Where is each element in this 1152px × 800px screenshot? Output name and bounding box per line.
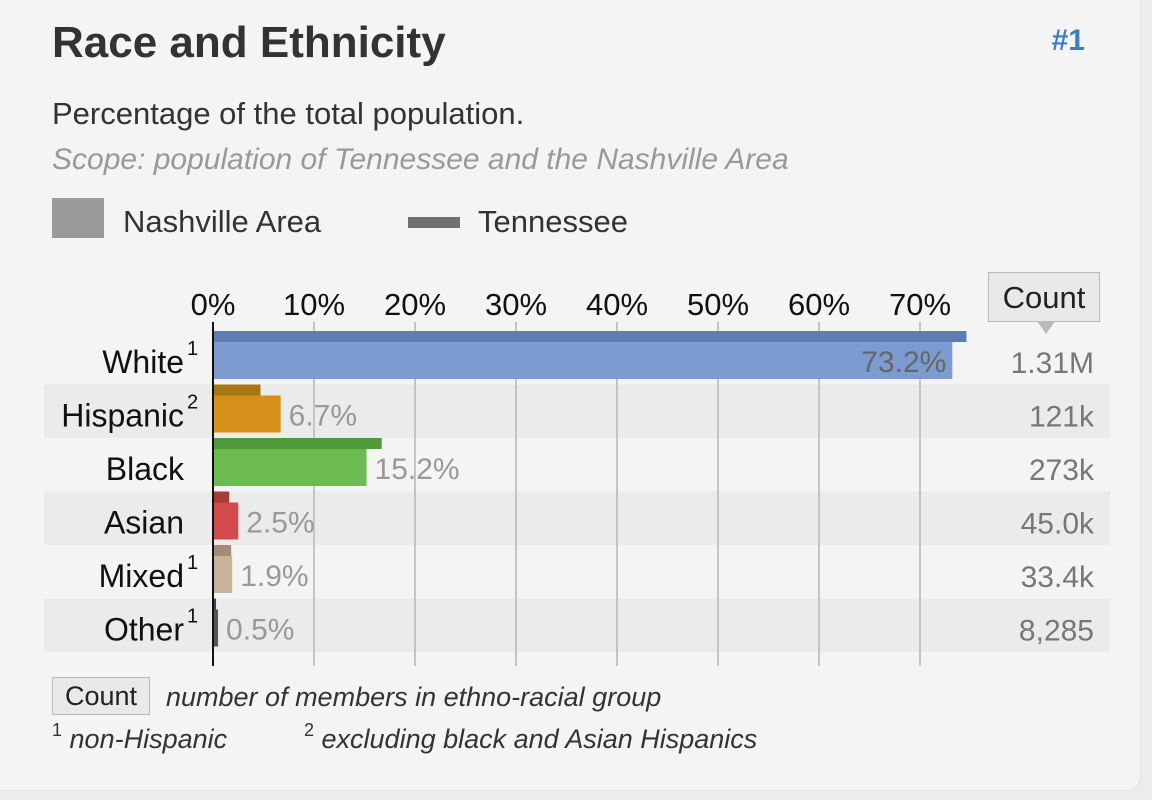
count-value: 8,285 bbox=[1019, 615, 1094, 648]
category-label: Hispanic bbox=[61, 398, 184, 434]
legend-swatch-tennessee bbox=[408, 217, 460, 228]
footnote-2-mark: 2 bbox=[304, 720, 315, 740]
count-value: 33.4k bbox=[1021, 561, 1095, 594]
race-ethnicity-card: Race and Ethnicity #1 Percentage of the … bbox=[0, 0, 1141, 791]
footnote-1: 1 non-Hispanic bbox=[52, 720, 228, 755]
footnote-1-mark: 1 bbox=[52, 720, 63, 740]
bar-nashville-area bbox=[213, 449, 367, 486]
data-label: 0.5% bbox=[226, 614, 294, 647]
bar-tennessee bbox=[213, 491, 230, 503]
bar-tennessee bbox=[213, 598, 217, 610]
count-column-header[interactable]: Count bbox=[988, 272, 1100, 334]
bar-nashville-area bbox=[213, 342, 953, 379]
legend-label-tennessee: Tennessee bbox=[478, 204, 628, 239]
x-tick-label: 40% bbox=[586, 287, 648, 322]
x-tick-label: 10% bbox=[283, 287, 345, 322]
bar-chart: 0% 10% 20% 30% 40% 50% 60% 70%73.2%White 1 1.31M6… bbox=[44, 287, 1110, 666]
bar-tennessee bbox=[213, 331, 967, 342]
row-background bbox=[44, 491, 1110, 545]
data-label: 15.2% bbox=[375, 453, 460, 486]
x-tick-label: 0% bbox=[191, 287, 236, 322]
category-superscript: 1 bbox=[187, 552, 198, 574]
category-label: White bbox=[102, 344, 184, 380]
category-superscript: 1 bbox=[187, 338, 198, 360]
count-key-badge: Count bbox=[52, 677, 150, 715]
category-label: Other bbox=[104, 612, 184, 648]
x-tick-label: 20% bbox=[384, 287, 446, 322]
footnote-1-text: non-Hispanic bbox=[69, 724, 228, 754]
count-value: 45.0k bbox=[1021, 508, 1095, 541]
bar-nashville-area bbox=[213, 502, 239, 540]
data-label: 1.9% bbox=[240, 560, 308, 593]
category-label: Black bbox=[106, 451, 185, 487]
category-label: Asian bbox=[104, 505, 184, 541]
legend-swatch-nashville-area bbox=[52, 198, 104, 238]
category-superscript: 1 bbox=[187, 606, 198, 628]
category-label: Mixed bbox=[99, 558, 184, 594]
x-tick-label: 70% bbox=[889, 287, 951, 322]
row-background bbox=[44, 598, 1110, 652]
legend-label-nashville-area: Nashville Area bbox=[123, 204, 322, 239]
bar-nashville-area bbox=[213, 556, 233, 593]
rank-link[interactable]: #1 bbox=[1051, 24, 1085, 57]
bar-tennessee bbox=[213, 545, 232, 556]
category-superscript: 2 bbox=[187, 392, 198, 414]
bar-tennessee bbox=[213, 384, 261, 396]
count-value: 273k bbox=[1029, 454, 1095, 487]
data-label: 73.2% bbox=[861, 346, 946, 379]
footnote-2-text: excluding black and Asian Hispanics bbox=[321, 724, 758, 754]
x-tick-label: 30% bbox=[485, 287, 547, 322]
chart-subtitle: Percentage of the total population. bbox=[52, 96, 525, 131]
data-label: 2.5% bbox=[246, 507, 314, 540]
x-tick-label: 50% bbox=[687, 287, 749, 322]
footnote-2: 2 excluding black and Asian Hispanics bbox=[304, 720, 758, 755]
chart-scope: Scope: population of Tennessee and the N… bbox=[52, 143, 789, 176]
count-value: 121k bbox=[1029, 401, 1095, 434]
count-key-description: number of members in ethno-racial group bbox=[166, 682, 662, 712]
count-value: 1.31M bbox=[1011, 347, 1094, 380]
row-background bbox=[44, 384, 1110, 438]
bar-nashville-area bbox=[213, 609, 219, 647]
bar-nashville-area bbox=[213, 395, 281, 433]
x-tick-label: 60% bbox=[788, 287, 850, 322]
bar-tennessee bbox=[213, 438, 382, 449]
data-label: 6.7% bbox=[289, 400, 357, 433]
chart-title: Race and Ethnicity bbox=[52, 18, 446, 67]
